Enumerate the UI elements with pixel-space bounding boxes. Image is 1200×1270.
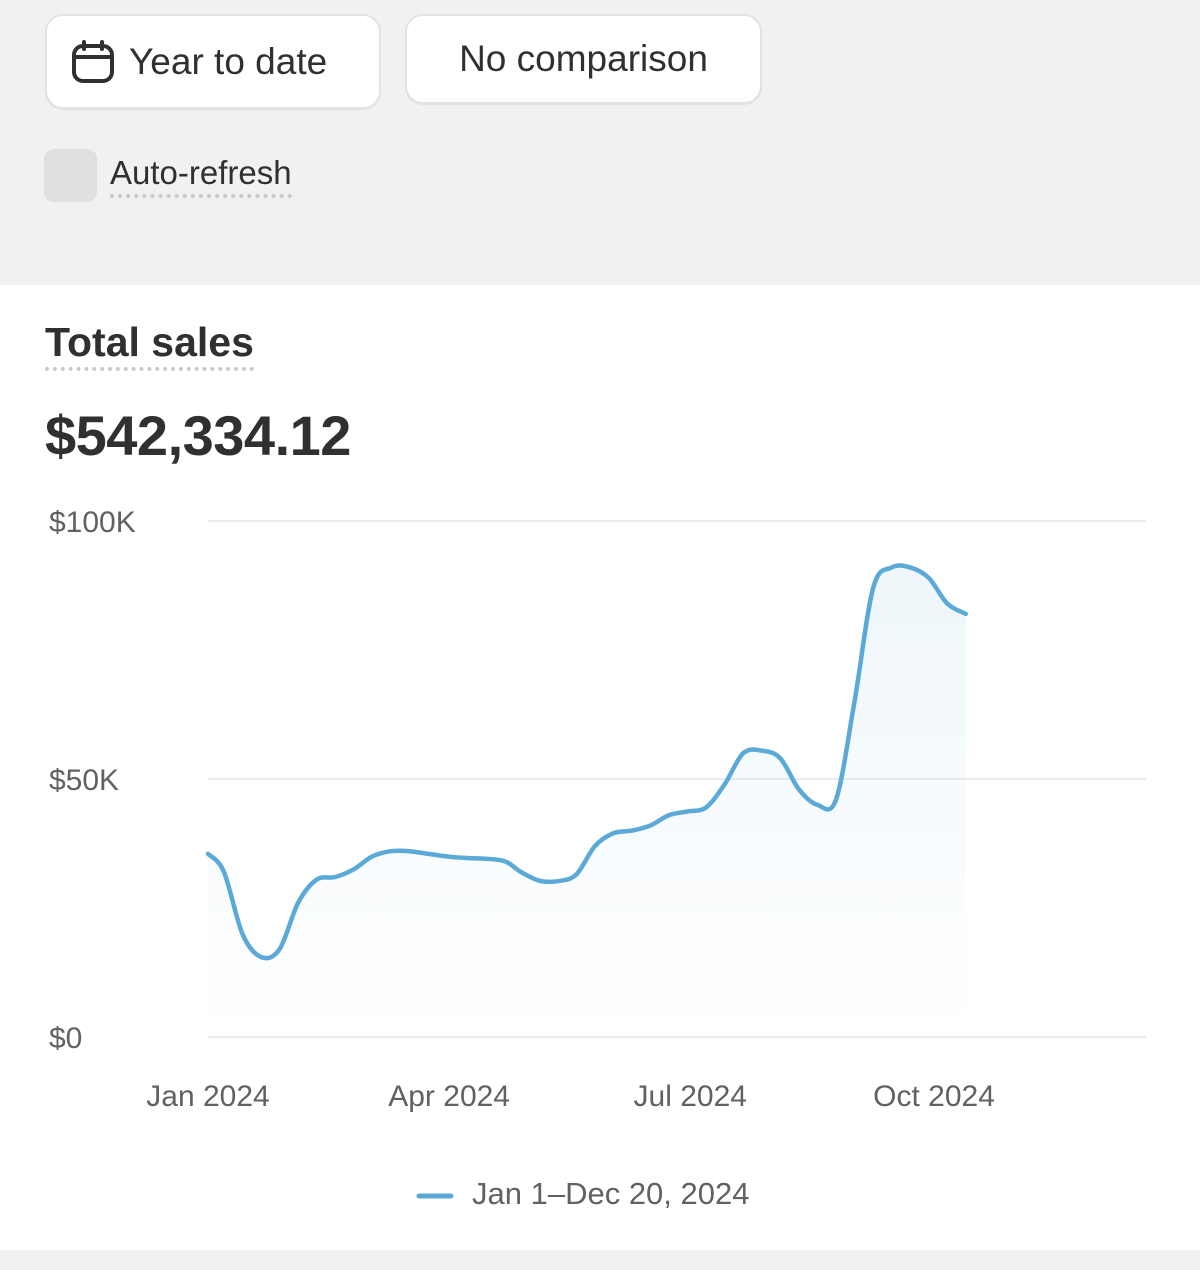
- card-title[interactable]: Total sales: [45, 319, 254, 371]
- y-tick-label: $0: [49, 1022, 82, 1055]
- filter-bar: Year to date No comparison Auto-refresh: [0, 0, 1200, 285]
- x-tick-label: Apr 2024: [388, 1080, 510, 1113]
- total-sales-value: $542,334.12: [45, 404, 351, 467]
- date-range-label: Year to date: [129, 40, 328, 82]
- sales-chart: $0 $50K $100K Jan 2024 Apr 2024 Jul 2024 Oct …: [49, 506, 1146, 1211]
- comparison-button[interactable]: No comparison: [405, 14, 762, 104]
- calendar-icon: [72, 39, 114, 83]
- auto-refresh-checkbox[interactable]: [44, 149, 97, 202]
- page-bottom-strip: [0, 1250, 1200, 1270]
- total-sales-card: Total sales $542,334.12 $0 $50K $100K Jan …: [0, 285, 1200, 1250]
- x-tick-label: Oct 2024: [873, 1080, 995, 1113]
- y-tick-label: $100K: [49, 506, 136, 539]
- x-tick-label: Jan 2024: [146, 1080, 269, 1113]
- comparison-label: No comparison: [459, 38, 708, 79]
- date-range-button[interactable]: Year to date: [45, 14, 381, 109]
- auto-refresh-toggle[interactable]: Auto-refresh: [44, 149, 292, 202]
- y-tick-label: $50K: [49, 764, 119, 797]
- series-area: [208, 565, 966, 1037]
- x-tick-label: Jul 2024: [634, 1080, 747, 1113]
- auto-refresh-label[interactable]: Auto-refresh: [110, 154, 292, 198]
- series-line[interactable]: [205, 563, 969, 961]
- legend-label[interactable]: Jan 1–Dec 20, 2024: [472, 1176, 750, 1211]
